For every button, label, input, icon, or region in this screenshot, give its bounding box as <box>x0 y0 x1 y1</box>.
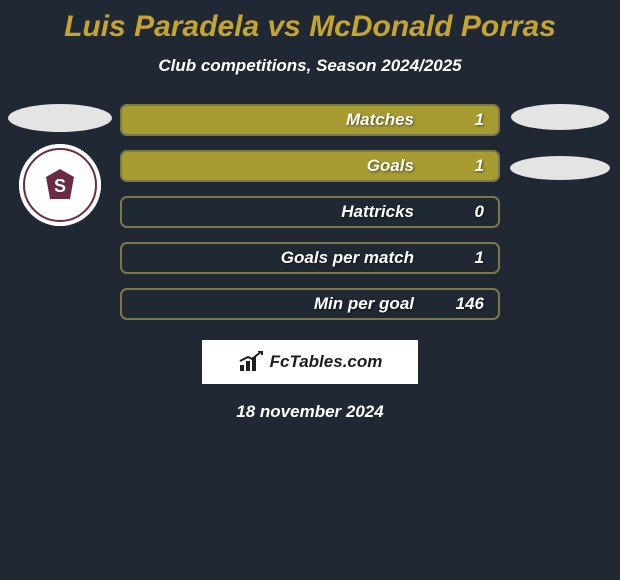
watermark-text: FcTables.com <box>270 352 383 372</box>
stat-row: Goals1 <box>120 150 500 182</box>
stat-value: 1 <box>424 152 498 180</box>
stat-bars: Matches1Goals1Hattricks0Goals per match1… <box>120 104 500 320</box>
stat-label: Goals <box>122 152 424 180</box>
stat-value: 1 <box>424 106 498 134</box>
club-badge-saprissa: S <box>19 144 101 226</box>
stat-label: Hattricks <box>122 198 424 226</box>
page-title: Luis Paradela vs McDonald Porras <box>0 0 620 44</box>
club-badge-icon: S <box>40 165 80 205</box>
stat-row: Hattricks0 <box>120 196 500 228</box>
stat-label: Min per goal <box>122 290 424 318</box>
stat-label: Goals per match <box>122 244 424 272</box>
stat-value: 146 <box>424 290 498 318</box>
stat-row: Goals per match1 <box>120 242 500 274</box>
player-photo-placeholder-right <box>510 156 610 180</box>
stat-value: 0 <box>424 198 498 226</box>
stat-row: Matches1 <box>120 104 500 136</box>
stat-value: 1 <box>424 244 498 272</box>
stat-label: Matches <box>122 106 424 134</box>
club-badge-letter: S <box>54 176 66 196</box>
date-label: 18 november 2024 <box>0 402 620 422</box>
watermark: FcTables.com <box>202 340 418 384</box>
player-photo-placeholder-right <box>511 104 609 130</box>
right-player-column <box>500 104 620 320</box>
chart-icon <box>238 351 264 373</box>
left-player-column: S <box>0 104 120 320</box>
player-photo-placeholder-left <box>8 104 112 132</box>
comparison-columns: S Matches1Goals1Hattricks0Goals per matc… <box>0 104 620 320</box>
stat-row: Min per goal146 <box>120 288 500 320</box>
subtitle: Club competitions, Season 2024/2025 <box>0 56 620 76</box>
